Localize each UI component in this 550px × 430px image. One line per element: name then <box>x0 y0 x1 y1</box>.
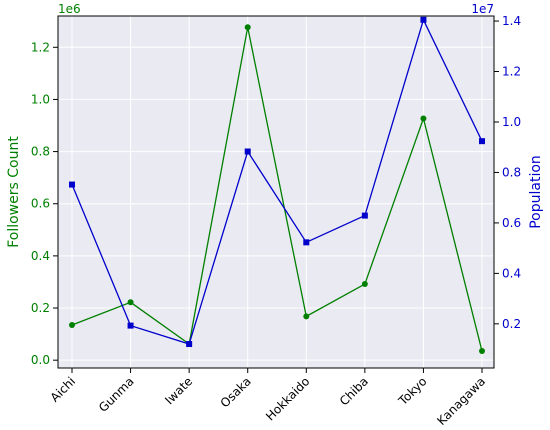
plot-frame <box>57 15 495 369</box>
left-axis-offset-label: 1e6 <box>58 2 81 16</box>
series-layer <box>69 16 485 355</box>
right-tick-label: 0.4 <box>502 266 521 280</box>
x-tick-label: Gunma <box>96 374 137 415</box>
right-tick-label: 1.4 <box>502 14 521 28</box>
followers-point-osaka <box>244 24 251 31</box>
population-point-gunma <box>127 322 134 329</box>
population-point-hokkaido <box>303 239 310 246</box>
plot-area <box>58 16 494 368</box>
population-point-osaka <box>244 148 251 155</box>
right-tick-label: 0.8 <box>502 165 521 179</box>
followers-point-hokkaido <box>303 313 310 320</box>
left-tick-label: 1.0 <box>31 92 50 106</box>
followers-series-line <box>71 27 483 352</box>
x-axis-ticks: Aichi Gunma Iwate Osaka Hokkaido Chiba Tokyo Ka… <box>48 368 488 428</box>
population-point-tokyo <box>420 16 427 23</box>
x-tick-label: Tokyo <box>395 374 429 408</box>
right-axis-ticks: 0.2 0.4 0.6 0.8 1.0 1.2 1.4 <box>494 14 521 331</box>
x-tick-label: Iwate <box>162 374 195 407</box>
right-tick-label: 0.6 <box>502 216 521 230</box>
x-tick-label: Aichi <box>48 374 78 404</box>
left-tick-label: 0.0 <box>31 353 50 367</box>
left-axis-label: Followers Count <box>6 136 22 248</box>
followers-point-tokyo <box>420 115 427 122</box>
x-tick-label: Osaka <box>218 374 254 410</box>
population-point-kanagawa <box>479 138 485 145</box>
x-tick-label: Hokkaido <box>263 374 312 423</box>
followers-point-aichi <box>69 321 75 328</box>
followers-point-chiba <box>361 281 368 288</box>
x-tick-label: Kanagawa <box>434 374 488 428</box>
population-point-iwate <box>186 341 193 348</box>
left-tick-label: 0.2 <box>31 301 50 315</box>
left-tick-label: 0.4 <box>31 249 50 263</box>
population-point-aichi <box>69 181 75 188</box>
left-tick-label: 0.8 <box>31 145 50 159</box>
left-axis-ticks: 0.0 0.2 0.4 0.6 0.8 1.0 1.2 <box>31 40 58 367</box>
followers-point-gunma <box>127 299 134 306</box>
population-series-line <box>71 17 483 345</box>
right-tick-label: 1.2 <box>502 65 521 79</box>
population-point-chiba <box>361 212 368 219</box>
right-axis-offset-label: 1e7 <box>471 2 494 16</box>
right-axis-label: Population <box>528 155 544 229</box>
left-tick-label: 1.2 <box>31 40 50 54</box>
right-tick-label: 0.2 <box>502 317 521 331</box>
followers-point-kanagawa <box>479 348 485 355</box>
grid-lines <box>58 16 494 368</box>
left-tick-label: 0.6 <box>31 197 50 211</box>
x-tick-label: Chiba <box>337 374 371 408</box>
right-tick-label: 1.0 <box>502 115 521 129</box>
